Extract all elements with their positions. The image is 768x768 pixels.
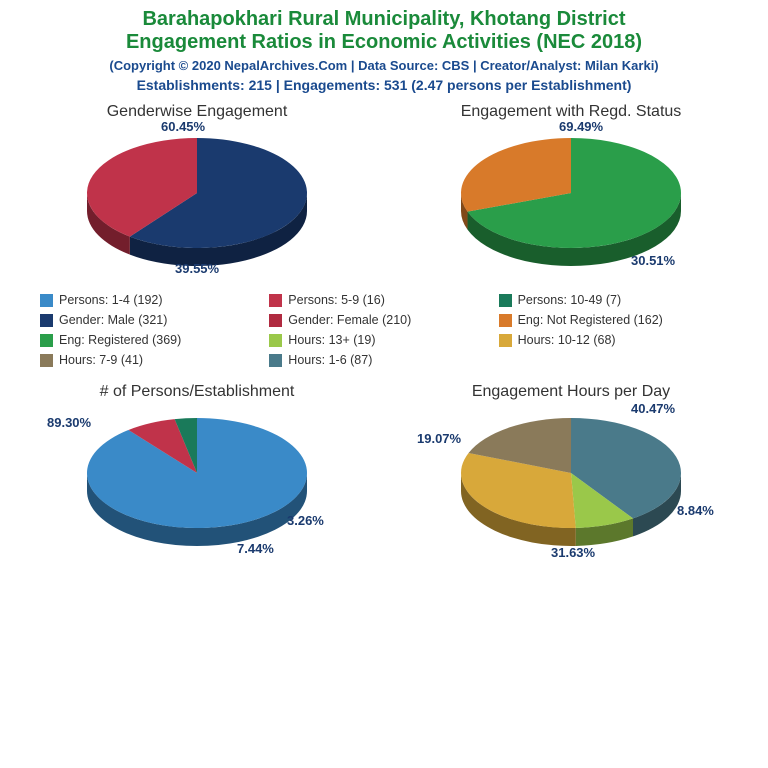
- legend-swatch: [269, 334, 282, 347]
- legend-item: Hours: 7-9 (41): [40, 353, 269, 367]
- legend-swatch: [40, 314, 53, 327]
- legend-label: Persons: 1-4 (192): [59, 293, 163, 307]
- legend-swatch: [40, 354, 53, 367]
- legend-item: Persons: 5-9 (16): [269, 293, 498, 307]
- subtitle: (Copyright © 2020 NepalArchives.Com | Da…: [10, 58, 758, 73]
- stats-line: Establishments: 215 | Engagements: 531 (…: [10, 77, 758, 93]
- legend-label: Gender: Female (210): [288, 313, 411, 327]
- chart-title-hours: Engagement Hours per Day: [472, 383, 670, 401]
- slice-label: 3.26%: [287, 513, 324, 528]
- legend-swatch: [40, 294, 53, 307]
- slice-label: 8.84%: [677, 503, 714, 518]
- legend-item: Gender: Male (321): [40, 313, 269, 327]
- title-line-2: Engagement Ratios in Economic Activities…: [10, 31, 758, 54]
- slice-label: 40.47%: [631, 401, 675, 416]
- pie-svg-persons: [57, 403, 337, 563]
- slice-label: 7.44%: [237, 541, 274, 556]
- slice-label: 60.45%: [161, 119, 205, 134]
- title-line-1: Barahapokhari Rural Municipality, Khotan…: [10, 8, 758, 31]
- slice-label: 69.49%: [559, 119, 603, 134]
- legend-swatch: [269, 294, 282, 307]
- legend-item: Hours: 1-6 (87): [269, 353, 498, 367]
- legend-label: Eng: Registered (369): [59, 333, 181, 347]
- pie-svg-hours: [431, 403, 711, 563]
- legend-label: Hours: 13+ (19): [288, 333, 375, 347]
- legend-item: Hours: 10-12 (68): [499, 333, 728, 347]
- chart-title-persons: # of Persons/Establishment: [100, 383, 295, 401]
- legend-swatch: [499, 294, 512, 307]
- slice-label: 30.51%: [631, 253, 675, 268]
- legend-item: Eng: Not Registered (162): [499, 313, 728, 327]
- legend-item: Hours: 13+ (19): [269, 333, 498, 347]
- legend-swatch: [499, 334, 512, 347]
- header: Barahapokhari Rural Municipality, Khotan…: [0, 0, 768, 97]
- legend-label: Hours: 7-9 (41): [59, 353, 143, 367]
- legend-swatch: [40, 334, 53, 347]
- legend-swatch: [269, 314, 282, 327]
- chart-hours: Engagement Hours per Day 40.47% 8.84% 31.6…: [384, 377, 758, 563]
- legend-label: Hours: 1-6 (87): [288, 353, 372, 367]
- slice-label: 19.07%: [417, 431, 461, 446]
- slice-label: 39.55%: [175, 261, 219, 276]
- chart-persons: # of Persons/Establishment 89.30% 7.44% 3.…: [10, 377, 384, 563]
- legend-label: Hours: 10-12 (68): [518, 333, 616, 347]
- legend-label: Gender: Male (321): [59, 313, 167, 327]
- legend-item: Persons: 1-4 (192): [40, 293, 269, 307]
- legend-item: Gender: Female (210): [269, 313, 498, 327]
- pie-hours: 40.47%8.84%31.63%19.07%: [431, 403, 711, 563]
- chart-gender: Genderwise Engagement 60.45%39.55%: [10, 97, 384, 283]
- legend-swatch: [499, 314, 512, 327]
- pie-regd: 69.49%30.51%: [431, 123, 711, 283]
- pie-persons: 89.30%7.44%3.26%: [57, 403, 337, 563]
- legend-item: Eng: Registered (369): [40, 333, 269, 347]
- slice-label: 89.30%: [47, 415, 91, 430]
- pie-gender: 60.45%39.55%: [57, 123, 337, 283]
- legend-item: Persons: 10-49 (7): [499, 293, 728, 307]
- legend-label: Eng: Not Registered (162): [518, 313, 663, 327]
- legend: Persons: 1-4 (192) Persons: 5-9 (16) Perso…: [10, 283, 758, 377]
- legend-label: Persons: 5-9 (16): [288, 293, 385, 307]
- legend-label: Persons: 10-49 (7): [518, 293, 622, 307]
- slice-label: 31.63%: [551, 545, 595, 560]
- chart-regd: Engagement with Regd. Status 69.49%30.51…: [384, 97, 758, 283]
- chart-grid: Genderwise Engagement 60.45%39.55% Engag…: [0, 97, 768, 563]
- pie-svg-gender: [57, 123, 337, 283]
- legend-swatch: [269, 354, 282, 367]
